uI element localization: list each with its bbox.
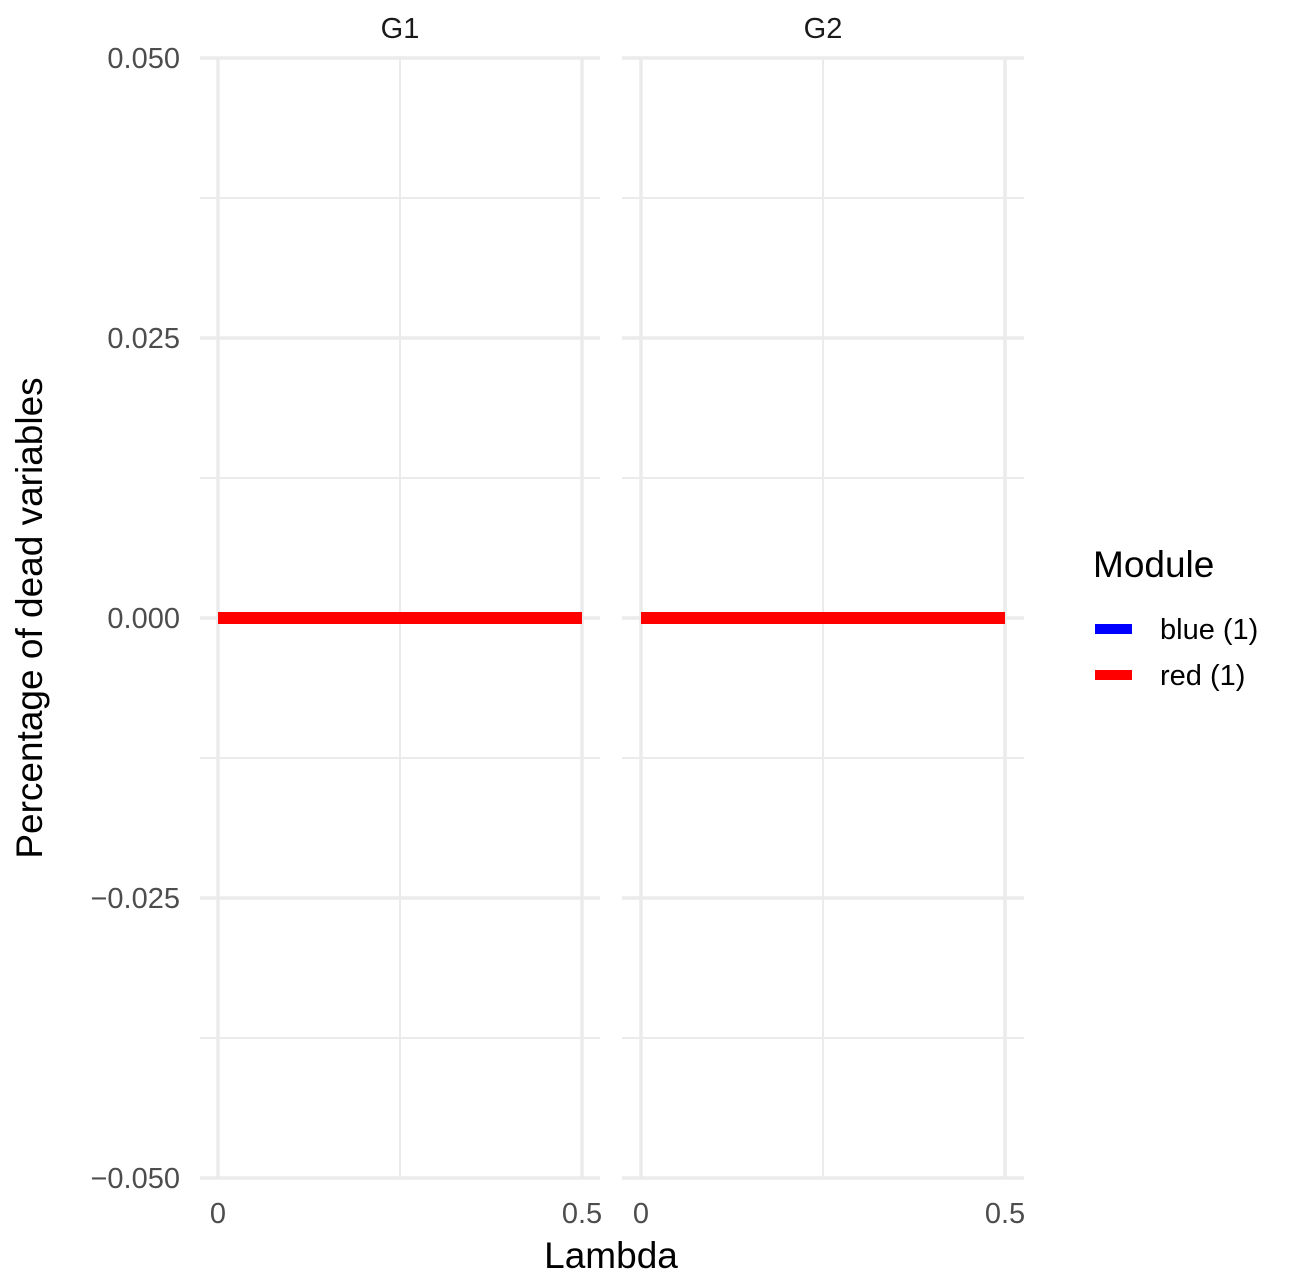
legend-title: Module [1093,544,1214,585]
y-tick-label: 0.050 [107,43,180,75]
legend-label: red (1) [1160,660,1245,692]
panel-g2: G2 0 0.5 [622,13,1025,1230]
y-tick-label: −0.050 [90,1163,180,1195]
panel-g1: G1 0 0.5 [200,13,602,1230]
x-tick-label: 0.5 [562,1198,602,1230]
x-tick-label: 0 [633,1198,649,1230]
x-tick-label: 0 [210,1198,226,1230]
facet-label: G2 [804,13,843,45]
y-tick-label: 0.000 [107,603,180,635]
legend-label: blue (1) [1160,614,1258,646]
y-tick-label: −0.025 [90,883,180,915]
y-axis-title: Percentage of dead variables [9,377,50,858]
x-axis-title: Lambda [544,1235,678,1276]
legend: Module blue (1) red (1) [1093,544,1258,692]
facet-label: G1 [381,13,420,45]
y-tick-label: 0.025 [107,323,180,355]
x-tick-label: 0.5 [985,1198,1025,1230]
